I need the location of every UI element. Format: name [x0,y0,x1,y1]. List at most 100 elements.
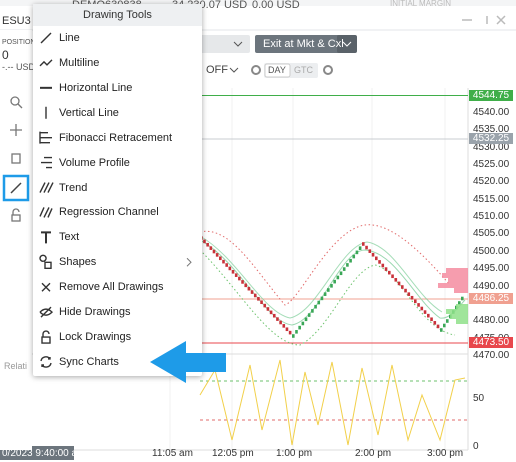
price-label: 4535.00 [473,124,510,136]
renko-bricks [200,236,464,338]
position: 0 [2,48,9,62]
position-value: -.-- USD [2,62,35,72]
menu-item[interactable]: Line [59,32,80,44]
menu-item[interactable]: Multiline [59,56,100,69]
exit-caret[interactable] [337,35,357,53]
profile-bar [456,304,468,309]
menu-item[interactable]: Remove All Drawings [59,281,164,294]
brick [407,292,411,296]
brick [266,307,270,311]
indicator-tick: 50 [473,393,485,404]
settings-icon[interactable] [323,65,333,75]
brick [279,320,282,325]
menu-item[interactable]: Vertical Line [59,106,119,119]
price-label: 4500.00 [473,245,510,257]
time-label: 12:05 pm [212,448,254,459]
brick [206,242,209,247]
menu-item[interactable]: Hide Drawings [59,306,131,319]
brick [336,275,340,280]
brick [260,300,263,305]
menu-icon [39,306,53,318]
selected-tool[interactable] [2,174,30,202]
brick [244,283,248,288]
brick [311,309,314,313]
brick [327,288,330,292]
brick [253,293,257,298]
brick [215,253,219,257]
menu-item[interactable]: Sync Charts [59,355,119,368]
profile-bar [450,314,468,319]
brick [263,303,267,308]
menu-icon [41,330,51,344]
price-label: 4490.00 [473,280,510,292]
time-label: 0/2023 9:40:00 am [2,448,86,459]
time-label: 1:00 pm [276,448,313,459]
menu-item[interactable]: Shapes [59,256,97,269]
brick [436,324,440,329]
time-label: 3:00 pm [427,448,464,459]
price-badge: 4486.25 [469,293,513,305]
brick [440,328,443,332]
brick [339,271,343,276]
brick [427,313,430,318]
brick [352,254,356,259]
menu-icon [39,254,52,269]
brick [410,295,414,300]
price-label: 4530.00 [473,141,510,153]
menu-icon [41,282,51,292]
brick [404,288,407,293]
brick [209,246,213,250]
brick [371,252,375,257]
indicator-label: Relati [4,361,28,371]
menu-item[interactable]: Horizontal Line [59,81,133,94]
menu-icon [40,32,52,44]
brick [443,323,446,328]
brick [388,270,391,275]
brick [295,330,298,334]
brick [342,267,346,271]
menu-item[interactable]: Text [59,231,80,244]
dropdown[interactable] [200,35,250,53]
menu-item[interactable]: Fibonacci Retracement [59,131,173,144]
brick [317,300,321,305]
gtc-button[interactable]: GTC [294,65,313,75]
exit-button-bg[interactable] [255,35,340,53]
menu-icon [39,59,53,67]
menu-item[interactable]: Trend [59,181,88,194]
brick [301,321,305,326]
profile-bar [446,309,468,314]
submenu-caret [186,257,192,267]
menu-item[interactable]: Lock Drawings [59,331,132,344]
price-badge: 4532.25 [469,133,513,145]
day-button[interactable]: DAY [268,65,286,75]
time-label: 2:00 pm [355,448,392,459]
brick [320,296,324,301]
brick [355,250,359,255]
menu-item[interactable]: Volume Profile [59,156,130,169]
top-strip [0,0,516,6]
window-icons[interactable] [462,15,506,25]
menu-icon [39,131,52,144]
settings-icon[interactable] [251,65,261,75]
brick [430,317,433,322]
brick [222,259,225,264]
off-select[interactable]: OFF [206,64,228,76]
brick [323,292,327,296]
brick [269,310,273,315]
brick [285,327,289,332]
brick [375,256,378,261]
caret [229,67,239,73]
brick [401,285,404,289]
exit-button[interactable]: Exit at Mkt & Cxl [263,38,344,50]
tif-day[interactable] [264,63,291,78]
profile-bar [438,283,468,288]
pnl: 0.00 USD [252,0,300,11]
menu-item[interactable]: Regression Channel [59,206,159,219]
menu-icons [39,32,192,368]
channel-upper [199,224,451,306]
brick [391,274,394,279]
balance: 34,230.07 USD [172,0,248,11]
brick [314,304,317,309]
profile-bar [442,273,468,278]
